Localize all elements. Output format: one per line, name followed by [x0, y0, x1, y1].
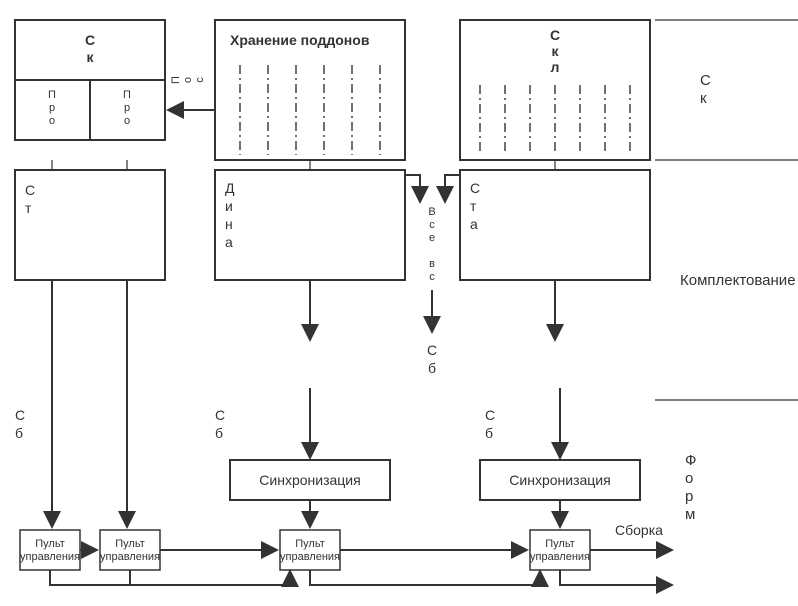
const-parts-label: Сб	[15, 407, 25, 441]
svg-text:Ск: Ск	[700, 72, 711, 107]
assembly-label: Сборка	[615, 522, 663, 538]
aux-text: Все вс	[428, 206, 435, 283]
static-assy-2: Ста	[460, 170, 650, 280]
pick-store-block: Ск Про Про	[15, 20, 165, 140]
flowchart-canvas: Ск Комплектование Форм Ск Про Про Пос Хр…	[0, 0, 798, 606]
right-label-3: Форм	[685, 452, 696, 523]
svg-text:Про: Про	[48, 89, 56, 127]
container-store-block: Скл	[460, 20, 650, 160]
svg-text:Хранение поддонов: Хранение поддонов	[230, 32, 370, 48]
svg-text:Форм: Форм	[685, 452, 696, 523]
sync-2: Синхронизация	[480, 460, 640, 500]
pallet-block: Хранение поддонов	[215, 20, 405, 160]
right-label-2: Комплектование	[680, 272, 796, 289]
svg-text:Синхронизация: Синхронизация	[509, 472, 610, 488]
var-parts-2: Сб	[485, 407, 495, 441]
dynamic-assy: Дина	[215, 170, 405, 280]
svg-text:Про: Про	[123, 89, 131, 127]
constant-flow-label: Пос	[170, 76, 206, 84]
svg-text:Синхронизация: Синхронизация	[259, 472, 360, 488]
static-assy-1: Ст	[15, 170, 165, 280]
svg-text:Сб: Сб	[427, 342, 437, 376]
section-dividers	[655, 20, 798, 400]
svg-text:Все вс: Все вс	[428, 206, 435, 283]
var-parts-1: Сб	[215, 407, 225, 441]
sync-1: Синхронизация	[230, 460, 390, 500]
right-label-1: Ск	[700, 72, 711, 107]
packaging-text: Сб	[427, 342, 437, 376]
